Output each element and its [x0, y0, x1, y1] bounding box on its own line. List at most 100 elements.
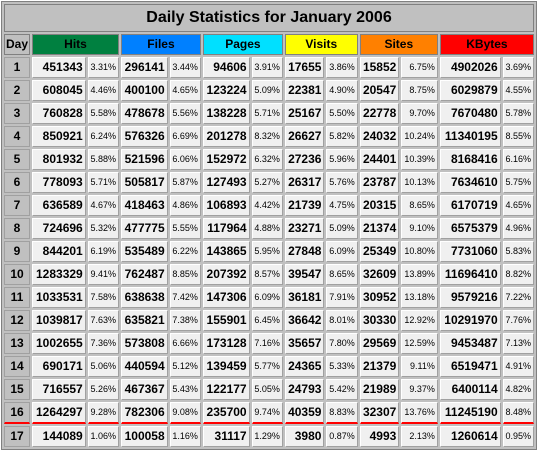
sites-value: 29569	[359, 333, 400, 354]
sites-percent: 10.13%	[401, 172, 438, 193]
hits-percent: 5.58%	[87, 103, 119, 124]
sites-value: 21989	[359, 379, 400, 400]
kbytes-value: 7670480	[439, 103, 501, 124]
pages-percent: 6.45%	[251, 310, 283, 331]
table-row: 14 690171 5.06% 440594 5.12% 139459 5.77% 24365…	[4, 356, 534, 377]
column-header-pages: Pages	[202, 34, 283, 55]
visits-percent: 5.09%	[326, 218, 358, 239]
table-row: 9 844201 6.19% 535489 6.22% 143865 5.95% 27848 6…	[4, 241, 534, 262]
sites-value: 25349	[359, 241, 400, 262]
kbytes-percent: 4.65%	[502, 195, 534, 216]
visits-percent: 6.09%	[326, 241, 358, 262]
hits-value: 760828	[32, 103, 86, 124]
table-row: 16 1264297 9.28% 782306 9.08% 235700 9.74% 4035…	[4, 402, 534, 424]
visits-percent: 5.96%	[326, 149, 358, 170]
visits-value: 21739	[284, 195, 325, 216]
pages-value: 235700	[202, 402, 250, 424]
day-cell: 17	[4, 426, 30, 447]
table-row: 10 1283329 9.41% 762487 8.85% 207392 8.57% 3954…	[4, 264, 534, 285]
day-cell: 11	[4, 287, 30, 308]
sites-percent: 8.65%	[401, 195, 438, 216]
visits-value: 35657	[284, 333, 325, 354]
sites-percent: 13.76%	[401, 402, 438, 424]
hits-value: 1002655	[32, 333, 86, 354]
table-row: 2 608045 4.46% 400100 4.65% 123224 5.09% 22381 4…	[4, 80, 534, 101]
column-header-kbytes: KBytes	[439, 34, 534, 55]
files-percent: 6.06%	[169, 149, 201, 170]
sites-value: 20547	[359, 80, 400, 101]
kbytes-value: 11245190	[439, 402, 501, 424]
table-row: 15 716557 5.26% 467367 5.43% 122177 5.05% 24793…	[4, 379, 534, 400]
pages-value: 117964	[202, 218, 250, 239]
kbytes-percent: 0.95%	[502, 426, 534, 447]
sites-percent: 2.13%	[401, 426, 438, 447]
files-percent: 6.69%	[169, 126, 201, 147]
pages-percent: 9.74%	[251, 402, 283, 424]
kbytes-value: 8168416	[439, 149, 501, 170]
files-value: 296141	[121, 57, 168, 78]
files-percent: 6.22%	[169, 241, 201, 262]
sites-percent: 10.39%	[401, 149, 438, 170]
visits-value: 26627	[284, 126, 325, 147]
visits-percent: 5.76%	[326, 172, 358, 193]
day-cell: 3	[4, 103, 30, 124]
sites-percent: 13.89%	[401, 264, 438, 285]
files-value: 635821	[121, 310, 168, 331]
pages-value: 106893	[202, 195, 250, 216]
pages-percent: 3.91%	[251, 57, 283, 78]
table-row: 17 144089 1.06% 100058 1.16% 31117 1.29% 3980 0.…	[4, 426, 534, 447]
visits-percent: 7.91%	[326, 287, 358, 308]
kbytes-percent: 8.48%	[502, 402, 534, 424]
kbytes-percent: 5.78%	[502, 103, 534, 124]
sites-value: 30952	[359, 287, 400, 308]
visits-percent: 8.65%	[326, 264, 358, 285]
files-percent: 5.56%	[169, 103, 201, 124]
visits-percent: 3.86%	[326, 57, 358, 78]
table-row: 3 760828 5.58% 478678 5.56% 138228 5.71% 25167 5…	[4, 103, 534, 124]
hits-percent: 9.41%	[87, 264, 119, 285]
files-percent: 1.16%	[169, 426, 201, 447]
column-header-day: Day	[4, 34, 30, 55]
sites-value: 24401	[359, 149, 400, 170]
files-percent: 8.85%	[169, 264, 201, 285]
kbytes-value: 6519471	[439, 356, 501, 377]
sites-value: 21374	[359, 218, 400, 239]
visits-value: 25167	[284, 103, 325, 124]
kbytes-percent: 4.82%	[502, 379, 534, 400]
hits-percent: 4.46%	[87, 80, 119, 101]
pages-value: 139459	[202, 356, 250, 377]
pages-percent: 8.32%	[251, 126, 283, 147]
visits-value: 23271	[284, 218, 325, 239]
files-value: 477775	[121, 218, 168, 239]
visits-value: 24365	[284, 356, 325, 377]
pages-value: 152972	[202, 149, 250, 170]
files-value: 418463	[121, 195, 168, 216]
kbytes-percent: 7.13%	[502, 333, 534, 354]
hits-percent: 9.28%	[87, 402, 119, 424]
day-cell: 13	[4, 333, 30, 354]
visits-percent: 5.50%	[326, 103, 358, 124]
pages-percent: 6.09%	[251, 287, 283, 308]
kbytes-value: 6029879	[439, 80, 501, 101]
files-percent: 5.87%	[169, 172, 201, 193]
table-row: 7 636589 4.67% 418463 4.86% 106893 4.42% 21739 4…	[4, 195, 534, 216]
pages-value: 122177	[202, 379, 250, 400]
kbytes-value: 10291970	[439, 310, 501, 331]
files-percent: 7.38%	[169, 310, 201, 331]
files-value: 535489	[121, 241, 168, 262]
files-percent: 7.42%	[169, 287, 201, 308]
files-value: 576326	[121, 126, 168, 147]
pages-percent: 5.95%	[251, 241, 283, 262]
visits-percent: 5.33%	[326, 356, 358, 377]
pages-value: 147306	[202, 287, 250, 308]
kbytes-percent: 4.91%	[502, 356, 534, 377]
kbytes-percent: 8.82%	[502, 264, 534, 285]
pages-value: 155901	[202, 310, 250, 331]
kbytes-percent: 5.75%	[502, 172, 534, 193]
day-cell: 14	[4, 356, 30, 377]
visits-percent: 4.90%	[326, 80, 358, 101]
sites-percent: 8.75%	[401, 80, 438, 101]
hits-value: 844201	[32, 241, 86, 262]
day-cell: 4	[4, 126, 30, 147]
sites-percent: 10.24%	[401, 126, 438, 147]
